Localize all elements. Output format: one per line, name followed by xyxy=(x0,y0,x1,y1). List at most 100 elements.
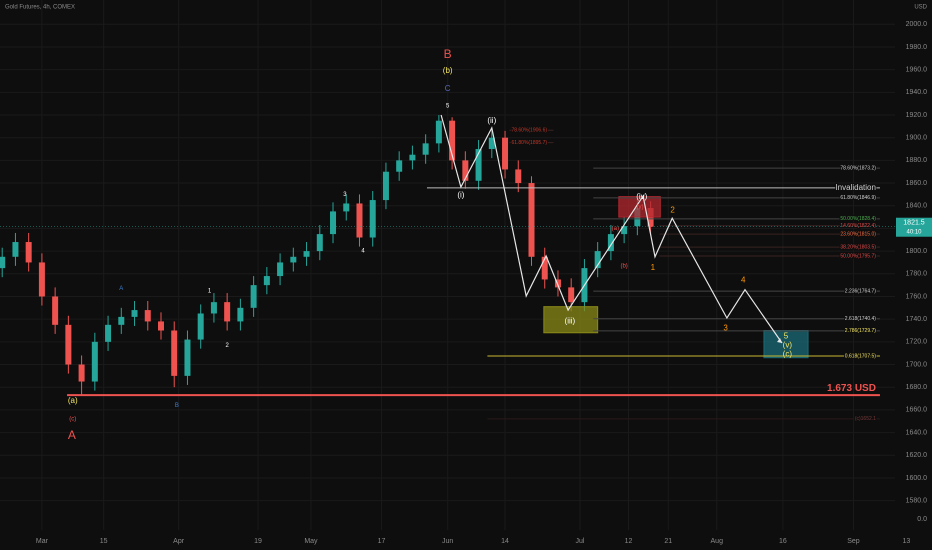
level-label: 78.60%(1873.2) xyxy=(840,165,876,171)
wave-label: (iv) xyxy=(636,192,647,201)
wave-label: 4 xyxy=(361,249,365,255)
candle-body xyxy=(144,310,151,322)
y-tick-label: 1600.0 xyxy=(906,475,928,482)
wave-label: (b) xyxy=(620,263,627,269)
x-tick-label: Mar xyxy=(36,538,49,545)
candle-body xyxy=(369,200,376,238)
y-tick-label: 1880.0 xyxy=(906,157,928,164)
candle-body xyxy=(475,149,482,181)
candle-body xyxy=(303,251,310,257)
level-label: 50.00%(1828.4) xyxy=(840,216,876,222)
y-tick-label: 1920.0 xyxy=(906,112,928,119)
x-tick-label: 17 xyxy=(378,538,386,545)
wave-label: A xyxy=(119,286,123,292)
candle-body xyxy=(210,302,217,314)
x-tick-label: 21 xyxy=(664,538,672,545)
x-tick-label: 16 xyxy=(779,538,787,545)
level-label: 0.618(1707.5) xyxy=(845,353,876,359)
price-axis xyxy=(895,0,932,550)
level-label: 61.80%(1895.7) xyxy=(511,140,547,146)
wave-label: 2 xyxy=(225,343,229,349)
zone-box xyxy=(543,306,599,334)
y-tick-label: 1660.0 xyxy=(906,407,928,414)
currency: USD xyxy=(914,5,927,11)
candle-body xyxy=(91,341,98,382)
wave-path xyxy=(440,114,783,344)
candle-body xyxy=(422,143,429,155)
candle-body xyxy=(316,234,323,252)
candle-body xyxy=(409,154,416,161)
level-label: 38.20%(1803.5) xyxy=(840,244,876,250)
candle-body xyxy=(290,256,297,263)
candle-body xyxy=(250,285,257,308)
candle-body xyxy=(515,169,522,184)
level-label: 1.673 USD xyxy=(827,383,876,394)
wave-label: C xyxy=(445,84,451,93)
level-label: 23.60%(1815.0) xyxy=(840,231,876,237)
candle-body xyxy=(0,256,6,269)
candle-body xyxy=(25,242,32,263)
wave-label: 3 xyxy=(723,323,728,332)
candle-body xyxy=(449,120,456,161)
candle-body xyxy=(263,276,270,286)
wave-label: (a) xyxy=(68,396,78,405)
y-tick-label: 1580.0 xyxy=(906,497,928,504)
x-tick-label: 12 xyxy=(625,538,633,545)
wave-label: (ii) xyxy=(487,116,496,125)
y-tick-label: 1780.0 xyxy=(906,271,928,278)
candle-body xyxy=(65,324,72,365)
y-tick-label: 1720.0 xyxy=(906,339,928,346)
y-tick-label: 1900.0 xyxy=(906,135,928,142)
level-label: 14.60%(1822.4) xyxy=(840,223,876,229)
wave-label: (c) xyxy=(783,349,793,358)
zone-box xyxy=(763,330,809,359)
level-label: 61.80%(1846.9) xyxy=(840,195,876,201)
y-tick-label: 1860.0 xyxy=(906,180,928,187)
wave-label: (i) xyxy=(457,191,464,200)
candle-body xyxy=(52,296,59,325)
candle-body xyxy=(197,313,204,340)
last-price-tag xyxy=(896,217,932,237)
countdown: 40:10 xyxy=(906,229,922,235)
candle-body xyxy=(356,203,363,238)
candle-body xyxy=(277,262,284,277)
candle-body xyxy=(78,364,85,382)
y-tick-label: 1940.0 xyxy=(906,89,928,96)
candle-body xyxy=(237,307,244,322)
candle-body xyxy=(568,287,575,303)
candle-body xyxy=(488,137,495,150)
candle-body xyxy=(224,302,231,322)
candle-body xyxy=(171,330,178,376)
candle-body xyxy=(330,211,337,235)
x-tick-label: 13 xyxy=(903,538,911,545)
level-label: 78.60%(1906.6) xyxy=(511,128,547,134)
y-tick-label: 1700.0 xyxy=(906,361,928,368)
plot-area: Invalidation 78.60%(1873.2) 61.80%(1846.9)… xyxy=(0,47,880,442)
y-tick-label: 1680.0 xyxy=(906,384,928,391)
wave-label: 1 xyxy=(651,263,656,272)
candle-body xyxy=(157,321,164,331)
level-label: 50.00%(1795.7) xyxy=(840,253,876,259)
grid xyxy=(0,0,907,530)
candle-body xyxy=(502,137,509,170)
candle-body xyxy=(462,160,469,181)
candle-body xyxy=(607,234,614,252)
candle-body xyxy=(594,251,601,269)
candle-body xyxy=(131,310,138,317)
level-label: 2.786(1729.7) xyxy=(845,328,876,334)
candle-body xyxy=(396,160,403,172)
x-tick-label: Jun xyxy=(442,538,453,545)
wave-label: B xyxy=(444,47,452,61)
indicator-tick: 0.0 xyxy=(917,516,927,523)
zone-box xyxy=(618,196,661,218)
wave-label: A xyxy=(68,428,76,442)
axes: 1580.01600.01620.01640.01660.01680.01700… xyxy=(0,21,932,545)
candle-body xyxy=(343,203,350,212)
y-tick-label: 1960.0 xyxy=(906,66,928,73)
y-tick-label: 1980.0 xyxy=(906,44,928,51)
candle-body xyxy=(528,183,535,257)
candle-body xyxy=(541,256,548,280)
level-label: Invalidation xyxy=(835,183,875,192)
candle-body xyxy=(435,120,442,144)
